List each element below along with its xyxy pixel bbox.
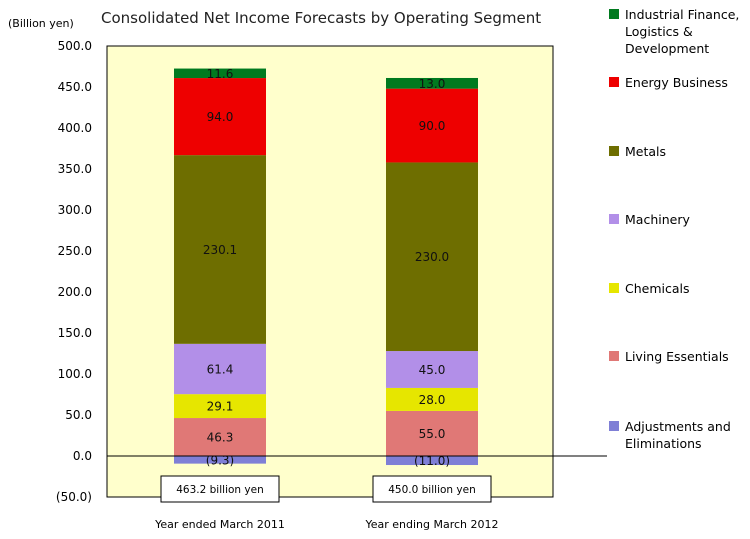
y-tick-label: 50.0 [65, 408, 92, 422]
y-tick-label: 250.0 [58, 244, 92, 258]
legend-swatch [609, 283, 619, 293]
x-category-label: Year ended March 2011 [154, 518, 285, 531]
legend: Industrial Finance, Logistics & Developmen… [609, 7, 739, 451]
legend-label: Adjustments and [625, 419, 731, 434]
y-tick-label: 200.0 [58, 285, 92, 299]
bar-value-label: (11.0) [414, 454, 450, 468]
bar-segment [386, 77, 478, 89]
y-tick-label: 100.0 [58, 367, 92, 381]
bar-value-label: 11.6 [207, 67, 234, 81]
bar-value-label: 61.4 [207, 362, 234, 376]
legend-swatch [609, 421, 619, 431]
bar-segment [174, 343, 266, 395]
legend-label: Machinery [625, 212, 690, 227]
bar-segment [174, 418, 266, 456]
bar-segment [386, 88, 478, 163]
bar-value-label: (9.3) [206, 453, 234, 467]
legend-label: Metals [625, 144, 666, 159]
bar-value-label: 29.1 [207, 400, 234, 414]
y-tick-label: (50.0) [56, 490, 92, 504]
bar-segment [174, 155, 266, 344]
y-tick-label: 0.0 [73, 449, 92, 463]
bar-segment [174, 456, 266, 464]
y-tick-label: 350.0 [58, 162, 92, 176]
y-tick-label: 500.0 [58, 39, 92, 53]
bar-value-label: 55.0 [419, 427, 446, 441]
bar-segment [386, 456, 478, 466]
legend-label: Chemicals [625, 281, 690, 296]
x-category-label: Year ending March 2012 [364, 518, 498, 531]
bar-segment [174, 394, 266, 419]
y-tick-label: 400.0 [58, 121, 92, 135]
total-box [372, 475, 492, 503]
bar-segment [386, 410, 478, 456]
legend-swatch [609, 146, 619, 156]
bar-value-label: 94.0 [207, 110, 234, 124]
legend-label: Eliminations [625, 436, 702, 451]
bar-value-label: 46.3 [207, 431, 234, 445]
y-tick-label: 450.0 [58, 80, 92, 94]
legend-label: Energy Business [625, 75, 728, 90]
legend-label: Logistics & [625, 24, 693, 39]
bar-segment [174, 78, 266, 156]
bar-value-label: 90.0 [419, 119, 446, 133]
total-label: 450.0 billion yen [388, 484, 475, 496]
legend-swatch [609, 214, 619, 224]
total-label: 463.2 billion yen [176, 484, 263, 496]
chart-title: Consolidated Net Income Forecasts by Ope… [101, 9, 541, 27]
plot-area: (50.0) 0.0 50.0 100.0 150.0 200.0 250.0 300.0 35… [56, 39, 607, 531]
bar-segment [386, 351, 478, 388]
bar-segment [174, 68, 266, 79]
bar-segment [386, 162, 478, 352]
plot-background [106, 45, 554, 498]
legend-label: Living Essentials [625, 349, 729, 364]
bar-value-label: 13.0 [419, 77, 446, 91]
legend-swatch [609, 351, 619, 361]
y-tick-label: 300.0 [58, 203, 92, 217]
bar-segment [386, 387, 478, 411]
total-box [160, 475, 280, 503]
legend-swatch [609, 9, 619, 19]
bar-value-label: 28.0 [419, 393, 446, 407]
legend-label: Industrial Finance, [625, 7, 739, 22]
bar-value-label: 45.0 [419, 363, 446, 377]
bar-value-label: 230.1 [203, 243, 237, 257]
y-tick-label: 150.0 [58, 326, 92, 340]
legend-label: Development [625, 41, 709, 56]
bar-value-label: 230.0 [415, 250, 449, 264]
y-axis-unit-label: (Billion yen) [8, 17, 74, 30]
legend-swatch [609, 77, 619, 87]
